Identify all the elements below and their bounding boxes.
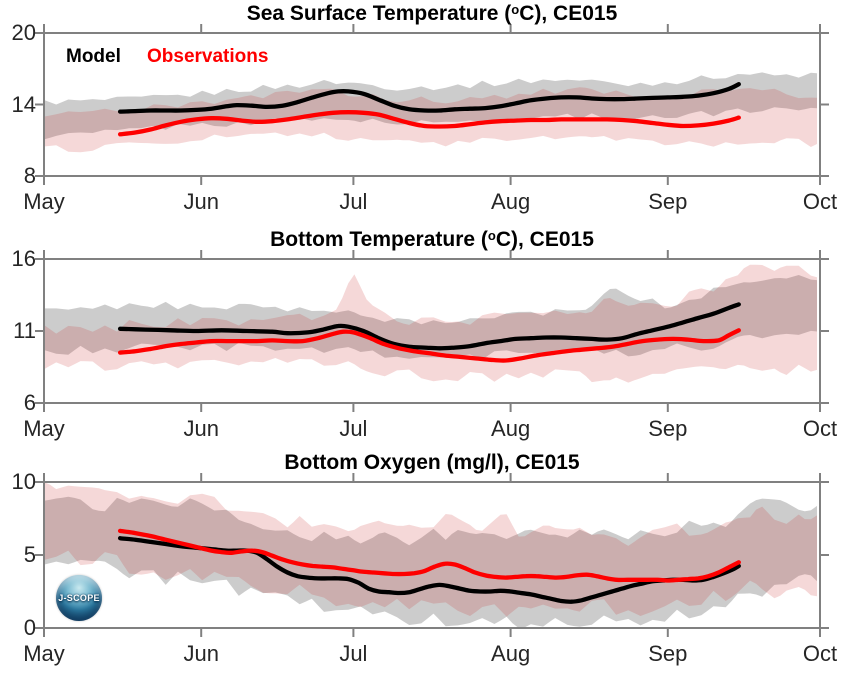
panel-1-ytick-8: 8 bbox=[23, 163, 36, 188]
panel-2-xtick-Jun: Jun bbox=[183, 416, 219, 441]
panel-3-model_spread-band bbox=[44, 496, 817, 628]
panel-1-model-line bbox=[117, 82, 741, 114]
panel-2-xtick-Oct: Oct bbox=[802, 416, 838, 441]
panel-1-model_spread-band bbox=[44, 72, 817, 140]
panel-3-xtick-Sep: Sep bbox=[648, 641, 688, 666]
panel-1-xtick-Sep: Sep bbox=[648, 189, 688, 214]
panel-3-axes bbox=[35, 473, 829, 637]
panel1-title-degree: o bbox=[511, 1, 520, 17]
panel-2-xtick-Sep: Sep bbox=[648, 416, 688, 441]
panel-2-model-line bbox=[117, 302, 741, 351]
panel2-title: Bottom Temperature (oC), CE015 bbox=[44, 228, 820, 254]
panel-3-ytick-5: 5 bbox=[23, 542, 36, 567]
panel-3-xtick-Jul: Jul bbox=[339, 641, 368, 666]
panel2-title-suffix: C), CE015 bbox=[495, 228, 594, 251]
panel-1-axes bbox=[35, 24, 829, 185]
panel-1-xtick-Aug: Aug bbox=[491, 189, 531, 214]
panel-2-xtick-Jul: Jul bbox=[339, 416, 368, 441]
panel-3-plot-area bbox=[44, 482, 817, 628]
panel-3-xtick-Oct: Oct bbox=[802, 641, 838, 666]
panel-2-obs_spread-band bbox=[44, 264, 817, 383]
panel1-title-suffix: C), CE015 bbox=[519, 2, 618, 25]
panel-3-obs_spread-band bbox=[44, 482, 817, 617]
panel-3-xtick-May: May bbox=[23, 641, 65, 666]
legend-observations-label: Observations bbox=[147, 46, 269, 67]
panel-2-observations-line bbox=[117, 328, 741, 363]
panel2-title-text: Bottom Temperature ( bbox=[270, 228, 488, 251]
jscope-logo-text: J-SCOPE bbox=[58, 593, 100, 603]
panel-1-xtick-Oct: Oct bbox=[802, 189, 838, 214]
panel-2-ytick-11: 11 bbox=[13, 318, 36, 343]
panel-2-xtick-May: May bbox=[23, 416, 65, 441]
panel-2-ytick-6: 6 bbox=[23, 390, 36, 415]
panel-1-xtick-Jul: Jul bbox=[339, 189, 368, 214]
panel-3-xtick-Aug: Aug bbox=[491, 641, 531, 666]
panel1-title: Sea Surface Temperature (oC), CE015 bbox=[44, 2, 820, 28]
panel-1-observations-line bbox=[117, 110, 741, 137]
panel-3-ytick-10: 10 bbox=[11, 469, 36, 494]
panel-1-xtick-Jun: Jun bbox=[183, 189, 219, 214]
panel3-title-text: Bottom Oxygen (mg/l), CE015 bbox=[284, 451, 580, 474]
panel1-title-text: Sea Surface Temperature ( bbox=[246, 2, 512, 25]
panel-1-xtick-May: May bbox=[23, 189, 65, 214]
panel-3-xtick-Jun: Jun bbox=[183, 641, 219, 666]
panel-2-ytick-16: 16 bbox=[11, 246, 36, 271]
panel-2-axes bbox=[35, 250, 829, 412]
panel-2-xtick-Aug: Aug bbox=[491, 416, 531, 441]
panel2-title-degree: o bbox=[487, 227, 496, 243]
legend-model-label: Model bbox=[66, 46, 121, 67]
panel-2-plot-area bbox=[44, 264, 817, 383]
panel-1-ytick-20: 20 bbox=[11, 20, 36, 45]
panel-3-observations-line bbox=[117, 528, 741, 583]
panel-1-ytick-14: 14 bbox=[11, 91, 36, 117]
panel3-title: Bottom Oxygen (mg/l), CE015 bbox=[44, 451, 820, 477]
panel-3-ytick-0: 0 bbox=[23, 615, 36, 640]
jscope-logo: J-SCOPE bbox=[56, 575, 102, 621]
